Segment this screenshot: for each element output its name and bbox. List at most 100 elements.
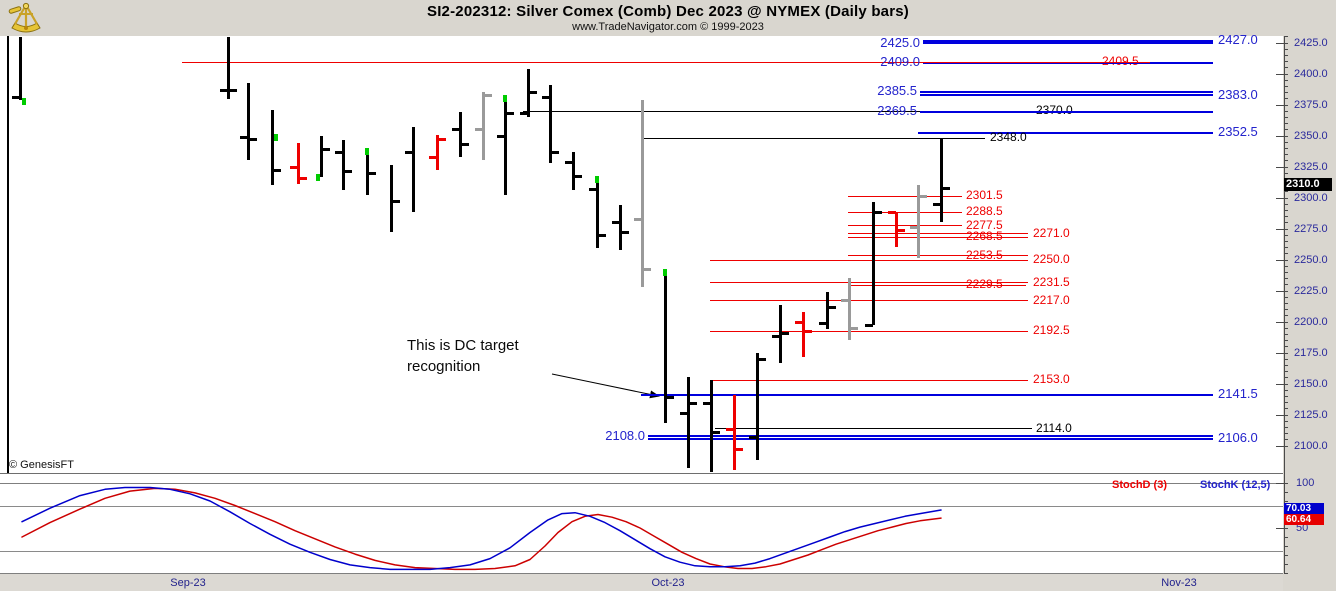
ohlc-open-tick <box>772 335 780 339</box>
price-level-label-2425.0: 2425.0 <box>880 34 920 50</box>
ohlc-bar[interactable] <box>779 304 782 363</box>
price-level-label-2229.5: 2229.5 <box>966 278 1003 290</box>
ohlc-bar[interactable] <box>940 139 943 223</box>
ohlc-bar[interactable] <box>596 178 599 249</box>
ohlc-bar[interactable] <box>549 85 552 164</box>
price-level-label-2153.0: 2153.0 <box>1033 372 1070 387</box>
ohlc-close-tick <box>735 448 743 452</box>
price-level-line-2253.5[interactable] <box>848 255 1028 257</box>
price-level-label-2271.0: 2271.0 <box>1033 225 1070 240</box>
price-level-line-2383.0[interactable] <box>920 94 1213 97</box>
price-level-line-2370.0[interactable] <box>523 110 1080 112</box>
ohlc-bar[interactable] <box>436 134 439 171</box>
ohlc-close-tick <box>551 151 559 155</box>
ohlc-bar[interactable] <box>572 152 575 190</box>
ohlc-bar[interactable] <box>664 271 667 424</box>
ohlc-bar[interactable] <box>895 212 898 247</box>
price-axis-label: 2375.0 <box>1294 99 1328 111</box>
stoch-k-legend[interactable]: StochK (12,5) <box>1200 479 1271 491</box>
ohlc-bar[interactable] <box>320 136 323 177</box>
price-level-line-2369.5[interactable] <box>920 110 1213 113</box>
price-level-line-2114.0[interactable] <box>715 428 1032 430</box>
ohlc-bar[interactable] <box>459 111 462 158</box>
price-axis-minor-tick <box>1284 240 1288 242</box>
ohlc-close-tick <box>643 268 651 272</box>
price-level-label-2352.5: 2352.5 <box>1218 124 1258 140</box>
price-axis-minor-tick <box>1284 154 1288 156</box>
price-axis-minor-tick <box>1284 123 1288 125</box>
ohlc-bar[interactable] <box>390 165 393 233</box>
price-axis-minor-tick <box>1284 402 1288 404</box>
annotation-line-2: recognition <box>407 358 481 375</box>
price-level-line-2268.5[interactable] <box>848 236 1028 238</box>
price-level-line-2192.5[interactable] <box>710 330 1028 332</box>
stoch-axis-minor-tick <box>1284 536 1288 538</box>
price-level-line-2427.0[interactable] <box>923 39 1213 42</box>
price-level-line-2385.5[interactable] <box>920 90 1213 93</box>
stoch-d-legend[interactable]: StochD (3) <box>1112 479 1167 491</box>
price-level-line-2301.5[interactable] <box>848 195 962 197</box>
price-level-line-2288.5[interactable] <box>848 211 962 213</box>
price-axis-minor-tick <box>1284 85 1288 87</box>
price-axis[interactable] <box>1283 0 1336 591</box>
price-axis-minor-tick <box>1284 141 1288 143</box>
ohlc-close-tick <box>322 148 330 152</box>
ohlc-bar[interactable] <box>342 139 345 190</box>
ohlc-bar[interactable] <box>733 395 736 471</box>
copyright-label: © GenesisFT <box>9 459 74 471</box>
ohlc-bar[interactable] <box>641 100 644 288</box>
price-level-line-2271.0[interactable] <box>848 233 1028 235</box>
ohlc-bar[interactable] <box>756 353 759 461</box>
ohlc-bar[interactable] <box>687 377 690 468</box>
ohlc-bar[interactable] <box>271 109 274 185</box>
ohlc-bar[interactable] <box>619 204 622 251</box>
price-level-line-2352.5[interactable] <box>918 131 1213 134</box>
price-axis-major-tick <box>1276 197 1288 199</box>
stochastic-panel[interactable] <box>0 483 1283 575</box>
price-level-line-2277.5[interactable] <box>848 225 962 227</box>
ohlc-bar[interactable] <box>227 36 230 99</box>
ohlc-bar[interactable] <box>848 277 851 340</box>
ohlc-bar[interactable] <box>366 147 369 195</box>
ohlc-bar[interactable] <box>247 82 250 160</box>
ohlc-bar[interactable] <box>872 201 875 326</box>
ohlc-close-tick <box>484 94 492 98</box>
stoch-axis-minor-tick <box>1284 491 1288 493</box>
price-axis-minor-tick <box>1284 48 1288 50</box>
price-level-line-2409.0[interactable] <box>923 61 1213 64</box>
price-level-line-2425.0[interactable] <box>923 42 1213 44</box>
ohlc-bar[interactable] <box>917 184 920 259</box>
green-marker <box>316 173 320 181</box>
ohlc-bar[interactable] <box>504 96 507 195</box>
ohlc-bar[interactable] <box>826 292 829 329</box>
price-level-line-2106.0[interactable] <box>648 437 1213 440</box>
price-level-line-2108.0[interactable] <box>648 435 1213 438</box>
ohlc-bar[interactable] <box>297 142 300 184</box>
ohlc-close-tick <box>344 169 352 173</box>
price-level-line-2409.5[interactable] <box>182 61 1150 63</box>
price-level-line-2153.0[interactable] <box>712 379 1028 381</box>
price-level-line-2250.0[interactable] <box>710 259 1028 261</box>
ohlc-bar[interactable] <box>482 91 485 161</box>
price-level-line-2348.0[interactable] <box>641 137 985 139</box>
ohlc-close-tick <box>229 89 237 93</box>
annotation-text[interactable]: This is DC target recognition <box>407 335 519 377</box>
price-axis-major-tick <box>1276 135 1288 137</box>
price-level-line-2229.5[interactable] <box>848 284 1026 286</box>
ohlc-bar[interactable] <box>412 126 415 213</box>
ohlc-bar[interactable] <box>710 380 713 473</box>
price-axis-minor-tick <box>1284 433 1288 435</box>
ohlc-open-tick <box>589 188 597 192</box>
ohlc-bar[interactable] <box>527 69 530 117</box>
price-level-line-2141.5[interactable] <box>641 393 1213 396</box>
price-level-line-2231.5[interactable] <box>710 282 1028 284</box>
ohlc-bar[interactable] <box>802 312 805 357</box>
ohlc-open-tick <box>888 211 896 215</box>
price-axis-minor-tick <box>1284 61 1288 63</box>
price-level-line-2217.0[interactable] <box>710 300 1028 302</box>
price-axis-minor-tick <box>1284 54 1288 56</box>
price-axis-minor-tick <box>1284 333 1288 335</box>
price-axis-major-tick <box>1276 383 1288 385</box>
ohlc-bar[interactable] <box>19 36 22 101</box>
ohlc-open-tick <box>335 151 343 155</box>
